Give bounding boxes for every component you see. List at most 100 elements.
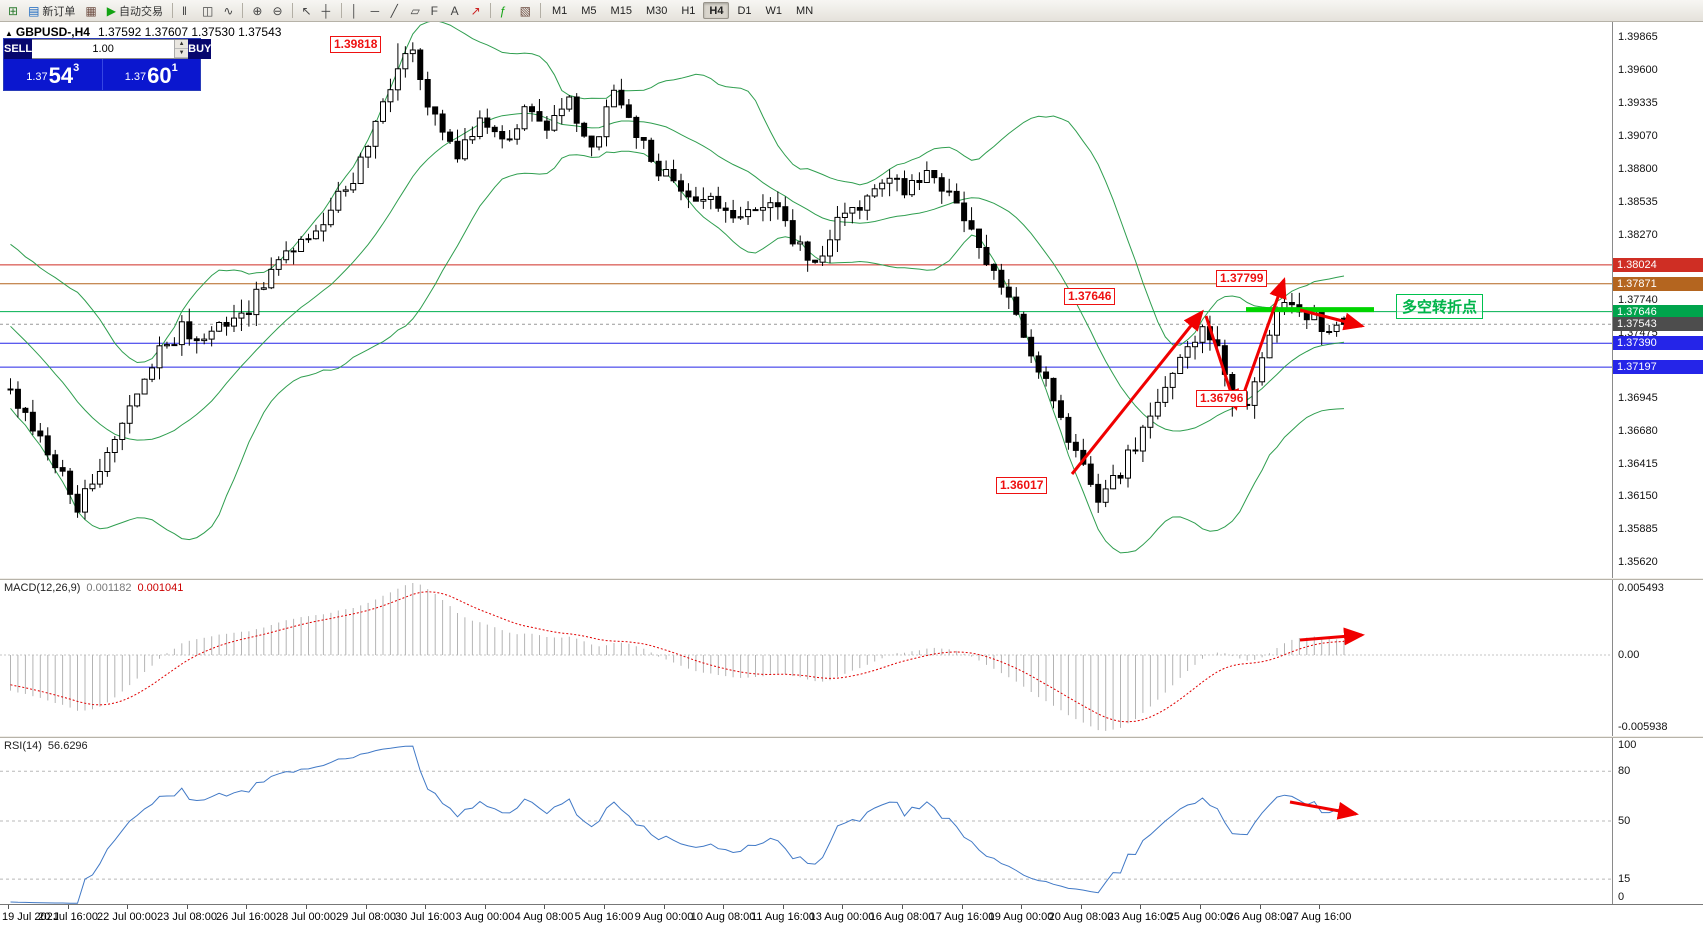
vertical-line-icon: │ bbox=[350, 3, 359, 18]
sell-price-big: 54 bbox=[48, 63, 74, 88]
rsi-axis[interactable]: 100 80 50 15 0 bbox=[1612, 738, 1703, 904]
trendline-button[interactable]: ╱ bbox=[387, 2, 405, 20]
macd-canvas bbox=[0, 583, 1612, 731]
volume-down-button[interactable]: ▼ bbox=[175, 49, 189, 58]
indicators-button[interactable]: ƒ bbox=[496, 2, 514, 20]
timeframe-button-mn[interactable]: MN bbox=[790, 2, 819, 19]
zoom-in-button[interactable]: ⊕ bbox=[248, 2, 266, 20]
timeframe-button-m1[interactable]: M1 bbox=[546, 2, 573, 19]
pane-separator[interactable] bbox=[0, 578, 1703, 580]
time-axis-label: 22 Jul 00:00 bbox=[97, 911, 157, 923]
time-axis-label: 13 Aug 00:00 bbox=[809, 911, 875, 923]
line-chart-icon: ∿ bbox=[223, 3, 234, 18]
toolbar-separator bbox=[171, 3, 173, 18]
rsi-pane[interactable]: 100 80 50 15 0 RSI(14) 56.6296 bbox=[0, 738, 1703, 904]
rsi-axis-label: 80 bbox=[1618, 765, 1631, 777]
rsi-label: RSI(14) 56.6296 bbox=[4, 740, 88, 752]
buy-price-prefix: 1.37 bbox=[124, 71, 147, 84]
trendline-icon: ╱ bbox=[390, 3, 398, 18]
autotrading-icon: ▶ bbox=[106, 3, 116, 18]
volume-up-button[interactable]: ▲ bbox=[175, 40, 189, 49]
pivot-annotation: 多空转折点 bbox=[1396, 294, 1484, 319]
buy-price-sup: 1 bbox=[171, 62, 178, 74]
time-tick bbox=[127, 905, 128, 909]
templates-button[interactable]: ▧ bbox=[516, 2, 535, 20]
time-axis-label: 11 Aug 16:00 bbox=[750, 911, 816, 923]
price-tag: 1.37871 bbox=[1613, 277, 1703, 291]
price-chart-pane[interactable]: 1.39865 1.39600 1.39335 1.39070 1.38800 1.385… bbox=[0, 22, 1703, 578]
price-axis-label: 1.36415 bbox=[1618, 458, 1658, 470]
time-axis[interactable]: 19 Jul 2021 20 Jul 16:00 22 Jul 00:00 23 Ju… bbox=[0, 904, 1703, 936]
time-tick bbox=[544, 905, 545, 909]
buy-price[interactable]: 1.37 60 1 bbox=[103, 59, 201, 90]
chart-windows-button[interactable]: ▦ bbox=[81, 2, 100, 20]
timeframe-button-m15[interactable]: M15 bbox=[605, 2, 638, 19]
time-axis-label: 9 Aug 00:00 bbox=[634, 911, 694, 923]
price-annotation: 1.36796 bbox=[1196, 390, 1248, 407]
time-axis-label: 5 Aug 16:00 bbox=[574, 911, 634, 923]
candlestick-chart-icon: ◫ bbox=[201, 3, 214, 18]
price-axis[interactable]: 1.39865 1.39600 1.39335 1.39070 1.38800 1.385… bbox=[1612, 22, 1703, 578]
volume-input[interactable] bbox=[32, 40, 175, 58]
price-annotation: 1.37646 bbox=[1064, 288, 1116, 305]
timeframe-button-m30[interactable]: M30 bbox=[640, 2, 673, 19]
bar-chart-button[interactable]: ‖ bbox=[178, 2, 196, 20]
time-axis-label: 23 Jul 08:00 bbox=[157, 911, 217, 923]
vertical-line-button[interactable]: │ bbox=[347, 2, 365, 20]
time-tick bbox=[902, 905, 903, 909]
time-axis-label: 23 Aug 16:00 bbox=[1107, 911, 1173, 923]
price-chart-canvas[interactable] bbox=[0, 22, 1612, 578]
pane-separator[interactable] bbox=[0, 736, 1703, 738]
new-order-button-label: 新订单 bbox=[42, 5, 76, 18]
cursor-button[interactable]: ↖ bbox=[298, 2, 316, 20]
fibonacci-button[interactable]: F bbox=[427, 2, 445, 20]
macd-pane[interactable]: 0.005493 0.00 -0.005938 MACD(12,26,9) 0.001… bbox=[0, 580, 1703, 736]
autotrading-button[interactable]: ▶ 自动交易 bbox=[103, 2, 167, 20]
candlestick-chart-button[interactable]: ◫ bbox=[198, 2, 217, 20]
arrow-tool-button[interactable]: ↗ bbox=[467, 2, 485, 20]
price-annotation: 1.37799 bbox=[1216, 270, 1268, 287]
time-axis-label: 29 Jul 08:00 bbox=[336, 911, 396, 923]
price-tag: 1.37390 bbox=[1613, 336, 1703, 350]
time-axis-label: 28 Jul 00:00 bbox=[276, 911, 336, 923]
time-axis-label: 19 Aug 00:00 bbox=[988, 911, 1054, 923]
timeframe-button-h1[interactable]: H1 bbox=[675, 2, 701, 19]
time-axis-label: 27 Aug 16:00 bbox=[1286, 911, 1352, 923]
buy-button[interactable]: BUY bbox=[188, 39, 212, 59]
macd-axis[interactable]: 0.005493 0.00 -0.005938 bbox=[1612, 580, 1703, 736]
zoom-out-button[interactable]: ⊖ bbox=[268, 2, 286, 20]
timeframe-button-h4[interactable]: H4 bbox=[703, 2, 730, 19]
new-order-button[interactable]: ▤ 新订单 bbox=[24, 2, 79, 20]
time-axis-label: 17 Aug 16:00 bbox=[929, 911, 995, 923]
timeframe-button-d1[interactable]: D1 bbox=[731, 2, 757, 19]
toolbar: ⊞ ▤ 新订单 ▦ ▶ 自动交易 ‖ ◫ ∿ ⊕ ⊖ ↖ ┼ │ ─ ╱ ▱ F A ↗ ƒ ▧ M1 M5 M15 M30 H1 H… bbox=[0, 0, 1703, 22]
chart-symbol-label: ▲ GBPUSD-,H4 1.37592 1.37607 1.37530 1.375… bbox=[5, 25, 281, 39]
time-tick bbox=[306, 905, 307, 909]
text-button[interactable]: A bbox=[447, 2, 465, 20]
toolbar-separator bbox=[340, 3, 342, 18]
ohlc-values: 1.37592 1.37607 1.37530 1.37543 bbox=[97, 25, 282, 39]
timeframe-button-m5[interactable]: M5 bbox=[575, 2, 602, 19]
time-axis-label: 3 Aug 00:00 bbox=[455, 911, 515, 923]
rsi-axis-label: 0 bbox=[1618, 891, 1625, 903]
horizontal-line-button[interactable]: ─ bbox=[367, 2, 385, 20]
rsi-axis-label: 100 bbox=[1618, 739, 1637, 751]
price-tag: 1.37543 bbox=[1613, 317, 1703, 331]
symbol-period-label: GBPUSD-,H4 bbox=[15, 25, 90, 39]
rsi-axis-label: 15 bbox=[1618, 873, 1631, 885]
timeframe-button-w1[interactable]: W1 bbox=[760, 2, 789, 19]
time-tick bbox=[8, 905, 9, 909]
time-tick bbox=[1021, 905, 1022, 909]
collapse-quote-icon[interactable]: ▲ bbox=[5, 29, 13, 38]
line-chart-button[interactable]: ∿ bbox=[219, 2, 237, 20]
sell-button[interactable]: SELL bbox=[4, 39, 33, 59]
time-tick bbox=[366, 905, 367, 909]
sell-price[interactable]: 1.37 54 3 bbox=[4, 59, 103, 90]
macd-axis-label: 0.00 bbox=[1618, 649, 1640, 661]
channel-button[interactable]: ▱ bbox=[407, 2, 425, 20]
time-axis-label: 30 Jul 16:00 bbox=[395, 911, 455, 923]
price-tag: 1.38024 bbox=[1613, 258, 1703, 272]
channel-icon: ▱ bbox=[410, 3, 420, 18]
new-chart-button[interactable]: ⊞ bbox=[4, 2, 22, 20]
crosshair-button[interactable]: ┼ bbox=[318, 2, 336, 20]
